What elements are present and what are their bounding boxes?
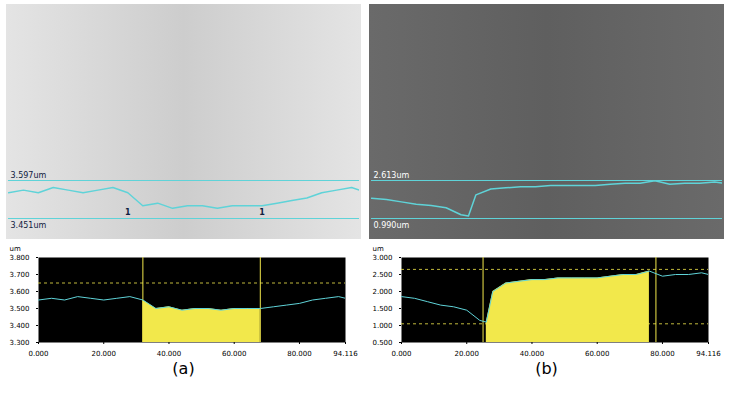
svg-text:3.800: 3.800 [9,254,29,262]
svg-text:2.613um: 2.613um [374,171,410,180]
svg-text:2.500: 2.500 [372,271,392,279]
svg-text:1.500: 1.500 [372,305,392,313]
svg-text:1.000: 1.000 [372,322,392,330]
svg-text:1: 1 [125,208,131,217]
svg-text:40.000: 40.000 [157,350,182,358]
svg-text:60.000: 60.000 [585,350,610,358]
svg-text:0.990um: 0.990um [374,221,410,230]
svg-text:94.116: 94.116 [333,350,358,358]
svg-text:80.000: 80.000 [287,350,312,358]
svg-text:2.000: 2.000 [372,288,392,296]
svg-text:3.451um: 3.451um [11,221,47,230]
svg-text:60.000: 60.000 [222,350,247,358]
svg-text:um: um [373,245,384,253]
svg-text:94.116: 94.116 [696,350,721,358]
svg-text:0.500: 0.500 [372,339,392,347]
svg-text:40.000: 40.000 [520,350,545,358]
svg-text:um: um [10,245,21,253]
svg-text:3.000: 3.000 [372,254,392,262]
svg-text:3.700: 3.700 [9,271,29,279]
html-text:(b): (b) [535,359,558,378]
svg-text:80.000: 80.000 [650,350,675,358]
svg-text:3.400: 3.400 [9,322,29,330]
svg-text:0.000: 0.000 [391,350,411,358]
svg-text:0.000: 0.000 [28,350,48,358]
svg-text:3.600: 3.600 [9,288,29,296]
svg-text:20.000: 20.000 [91,350,116,358]
svg-text:3.597um: 3.597um [11,171,47,180]
svg-text:20.000: 20.000 [454,350,479,358]
svg-text:1: 1 [259,208,265,217]
svg-text:3.500: 3.500 [9,305,29,313]
html-text:(a): (a) [172,359,195,378]
svg-text:3.300: 3.300 [9,339,29,347]
